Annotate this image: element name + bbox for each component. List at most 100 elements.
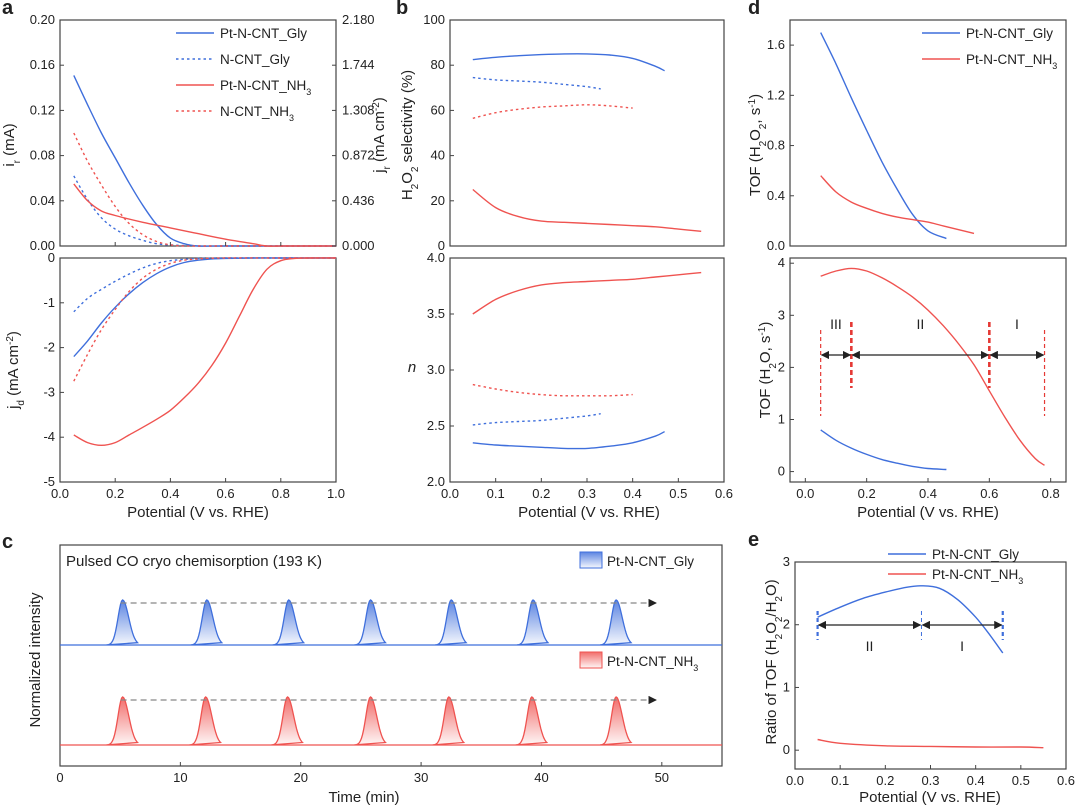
a_top-ytick-label: 0.04 <box>30 193 55 208</box>
b_bottom-xtick-label: 0.1 <box>487 486 505 501</box>
b_bottom-series-n-cnt-gly <box>472 413 601 426</box>
panel-d-region-annotations: III II I <box>820 316 1046 416</box>
panel-a-bottom-plot: -5 -4 -3 -2 -1 0 0.0 0.2 0.4 0.6 0.8 1.0 <box>43 250 345 501</box>
d_bottom-xtick-label: 0.6 <box>980 486 998 501</box>
panel-c-legend-blue-swatch <box>579 551 603 569</box>
legend-d-label-0: Pt-N-CNT_Gly <box>966 26 1053 41</box>
panel-c-peak-1-0 <box>106 696 139 746</box>
panel-c-peak-0-1 <box>190 599 224 646</box>
d_top-ytick-label: 0.0 <box>767 238 785 253</box>
panel-d-xlabel: Potential (V vs. RHE) <box>857 504 999 521</box>
e-xtick-label: 0.3 <box>921 773 939 788</box>
e-ytick-label: 2 <box>783 617 790 632</box>
a_top-ytick-right-label: 1.308 <box>342 102 375 117</box>
e-xtick-label: 0.2 <box>876 773 894 788</box>
panel-c-xtick-label: 30 <box>414 770 428 785</box>
b_bottom-xtick-label: 0.0 <box>441 486 459 501</box>
e-xtick-label: 0.4 <box>967 773 985 788</box>
panel-e-region-annotations: II I <box>816 611 1004 654</box>
d_top-series-pt-n-cnt-gly <box>820 32 947 240</box>
d_bottom-ytick-label: 2 <box>778 359 785 374</box>
e-xtick-label: 0.6 <box>1057 773 1075 788</box>
d_bottom-xtick-label: 0.4 <box>919 486 937 501</box>
legend-a-label-2: Pt-N-CNT_NH3 <box>220 78 311 97</box>
a_bottom-ytick-label: -3 <box>43 384 55 399</box>
a_bottom-ytick-label: 0 <box>48 250 55 265</box>
panel-d-bottom-frame <box>789 257 1067 483</box>
panel-d: 0.0 0.4 0.8 1.2 1.6 0 1 2 3 4 0.0 0.2 0.4 0.6 0.8 TOF… <box>747 19 1067 521</box>
panel-b-top-frame <box>449 19 725 247</box>
panel-c-peak-1-5 <box>515 696 549 746</box>
panel-c-xtick-label: 0 <box>56 770 63 785</box>
panel-d-bottom-ylabel: TOF (H2O, s-1) <box>757 322 779 419</box>
b_bottom-xtick-label: 0.6 <box>715 486 733 501</box>
panel-c-peak-0-6 <box>600 599 633 646</box>
d_bottom-xtick-label: 0.2 <box>858 486 876 501</box>
e-ytick-label: 1 <box>783 679 790 694</box>
panel-d-region-label-1: II <box>916 316 924 332</box>
a_bottom-series-n-cnt-nh3 <box>73 257 336 382</box>
panel-c: 0 10 20 30 40 50 Pulsed CO cryo chemisorption… <box>27 544 723 806</box>
panel-a-top-ylabel-right: jr (mA cm-2) <box>371 97 393 174</box>
a_top-series-n-cnt-nh3 <box>73 132 336 247</box>
b_bottom-series-n-cnt-nh3 <box>472 383 633 397</box>
panel-c-peak-1-4 <box>432 696 466 746</box>
a_top-series-pt-n-cnt-nh3 <box>73 183 336 247</box>
a_top-series-n-cnt-gly <box>73 175 336 247</box>
b_top-series-n-cnt-gly <box>472 76 601 90</box>
a_top-ytick-label: 0.00 <box>30 238 55 253</box>
d_bottom-xtick-label: 0.8 <box>1042 486 1060 501</box>
panel-label-d: d <box>748 0 760 19</box>
b_bottom-series-pt-n-cnt-gly <box>472 430 665 450</box>
d_bottom-series-pt-n-cnt-gly <box>820 429 947 471</box>
panel-c-plot: 0 10 20 30 40 50 <box>56 598 722 785</box>
panel-a-bottom-frame <box>59 257 337 483</box>
panel-e: 0 1 2 3 0.0 0.1 0.2 0.3 0.4 0.5 0.6 Ratio of TOF (… <box>763 547 1075 806</box>
panel-b-top-ylabel: H2O2 selectivity (%) <box>399 70 421 200</box>
b_top-ytick-label: 80 <box>431 57 445 72</box>
legend-a-label-3: N-CNT_NH3 <box>220 104 294 123</box>
d_bottom-ytick-label: 3 <box>778 307 785 322</box>
a_bottom-xtick-label: 0.4 <box>161 486 179 501</box>
panel-c-frame <box>59 544 723 767</box>
panel-c-ylabel: Normalized intensity <box>27 592 44 728</box>
panel-e-xlabel: Potential (V vs. RHE) <box>859 789 1001 806</box>
panel-c-peak-0-4 <box>435 599 468 646</box>
legend-e-label-0: Pt-N-CNT_Gly <box>932 547 1019 562</box>
panel-c-xlabel: Time (min) <box>328 789 399 806</box>
panel-e-ylabel: Ratio of TOF (H2O2/H2O) <box>763 579 785 744</box>
a_bottom-ytick-label: -5 <box>43 474 55 489</box>
panel-b-bottom-plot: 2.0 2.5 3.0 3.5 4.0 0.0 0.1 0.2 0.3 0.4 0.5 0.6 <box>427 250 733 501</box>
a_top-ytick-label: 0.16 <box>30 57 55 72</box>
panel-a-xlabel: Potential (V vs. RHE) <box>127 504 269 521</box>
b_bottom-ytick-label: 3.0 <box>427 362 445 377</box>
d_top-ytick-label: 1.6 <box>767 37 785 52</box>
panel-a-top-plot: 0.00 0.04 0.08 0.12 0.16 0.20 0.000 0.436 0.872 1… <box>30 12 375 253</box>
e-xtick-label: 0.5 <box>1012 773 1030 788</box>
a_bottom-xtick-label: 1.0 <box>327 486 345 501</box>
panel-d-legend: Pt-N-CNT_Gly Pt-N-CNT_NH3 <box>922 26 1057 71</box>
panel-c-peak-1-1 <box>189 696 222 746</box>
b_top-ytick-label: 40 <box>431 148 445 163</box>
legend-e-label-1: Pt-N-CNT_NH3 <box>932 567 1023 586</box>
b_top-ytick-label: 60 <box>431 102 445 117</box>
b_bottom-xtick-label: 0.3 <box>578 486 596 501</box>
b_top-ytick-label: 20 <box>431 193 445 208</box>
b_bottom-ytick-label: 4.0 <box>427 250 445 265</box>
a_bottom-series-pt-n-cnt-nh3 <box>73 257 337 447</box>
a_bottom-xtick-label: 0.2 <box>106 486 124 501</box>
a_top-ytick-right-label: 0.872 <box>342 148 375 163</box>
panel-d-top-plot: 0.0 0.4 0.8 1.2 1.6 <box>767 32 975 253</box>
b_top-ytick-label: 0 <box>438 238 445 253</box>
panel-c-legend-red-label: Pt-N-CNT_NH3 <box>607 654 698 673</box>
legend-d-label-1: Pt-N-CNT_NH3 <box>966 52 1057 71</box>
d_bottom-ytick-label: 4 <box>778 255 785 270</box>
panel-c-xtick-label: 40 <box>534 770 548 785</box>
b_bottom-ytick-label: 2.0 <box>427 474 445 489</box>
panel-b: 0 20 40 60 80 100 2.0 2.5 3.0 3.5 4.0 0.0 0.1 0.2 0.3… <box>399 12 733 521</box>
panel-e-legend: Pt-N-CNT_Gly Pt-N-CNT_NH3 <box>888 547 1023 586</box>
b_bottom-xtick-label: 0.5 <box>669 486 687 501</box>
b_top-series-pt-n-cnt-gly <box>472 53 665 72</box>
panel-c-peak-0-5 <box>516 599 550 646</box>
panel-b-bottom-ylabel: n <box>408 359 416 376</box>
